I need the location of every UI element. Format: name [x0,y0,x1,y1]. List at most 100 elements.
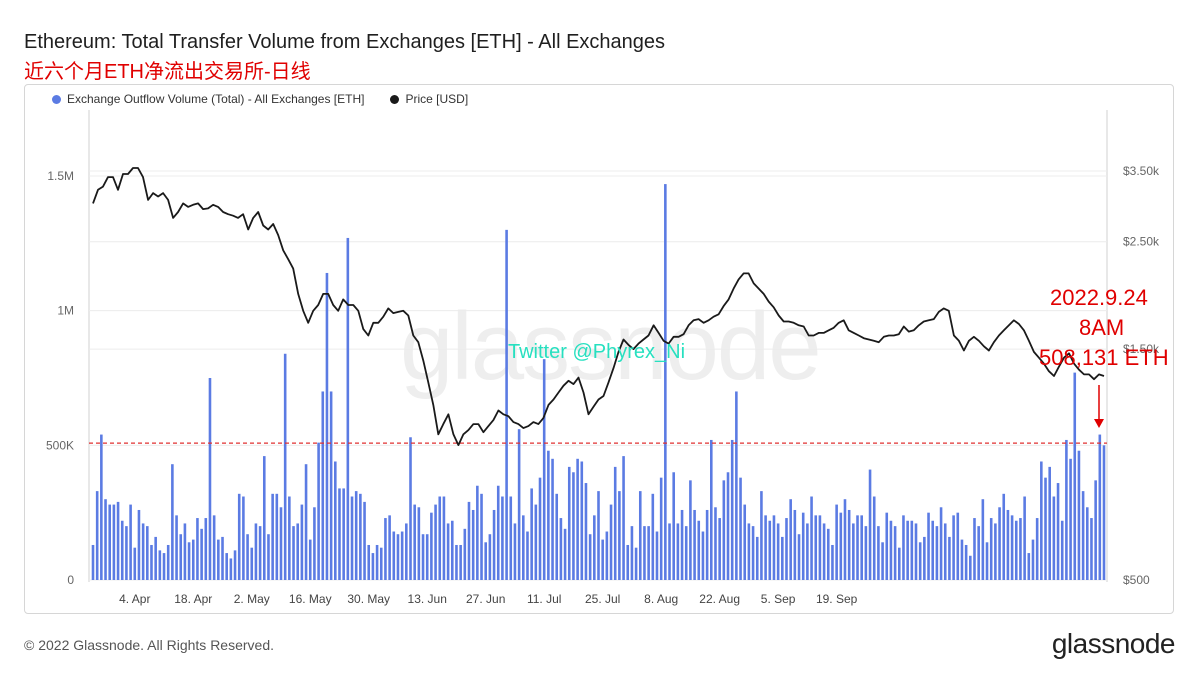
outflow-bar [300,504,304,580]
outflow-bar [889,520,893,580]
outflow-bar [242,496,245,580]
outflow-bar [421,534,425,580]
outflow-bar [522,515,525,580]
outflow-bar [651,493,655,580]
outflow-bar [187,542,191,580]
outflow-bar [843,499,847,580]
outflow-bar [789,499,792,580]
outflow-bar [141,523,145,580]
outflow-bar [613,466,617,580]
x-tick-label: 22. Aug [699,592,740,606]
outflow-bar [363,501,366,580]
outflow-bar [643,526,646,580]
outflow-bar [296,523,300,580]
outflow-bar [379,547,383,580]
outflow-bar [116,501,120,580]
outflow-bar [1023,496,1026,580]
outflow-bar [225,553,228,580]
outflow-bar [171,464,174,580]
outflow-bar [200,528,203,580]
outflow-bar [120,520,124,580]
glassnode-logo[interactable]: glassnode [1051,628,1176,659]
outflow-bar [133,547,137,580]
outflow-bar [588,534,592,580]
outflow-bar [538,477,542,580]
x-tick-label: 27. Jun [466,592,505,606]
outflow-bar [684,526,688,580]
outflow-bar [547,450,550,580]
x-tick-label: 18. Apr [174,592,212,606]
outflow-bar [755,536,759,580]
y-right-tick-label: $1.50k [1123,342,1160,356]
outflow-bar [371,553,375,580]
outflow-bar [877,526,880,580]
outflow-bar [785,518,788,580]
outflow-bar [350,496,354,580]
y-right-tick-label: $500 [1123,573,1150,587]
outflow-bar [308,539,312,580]
outflow-bar [334,461,337,580]
outflow-bar [125,526,128,580]
outflow-bar [100,434,103,580]
outflow-bar [492,509,496,580]
outflow-bar [1035,518,1039,580]
outflow-bar [818,515,822,580]
outflow-bar [989,518,993,580]
outflow-bar [166,544,170,580]
outflow-bar [743,504,747,580]
outflow-bar [584,483,588,580]
legend-item-outflow[interactable]: Exchange Outflow Volume (Total) - All Ex… [52,92,364,106]
outflow-bar [1014,520,1018,580]
y-left-tick-label: 1M [57,304,74,318]
outflow-bar [776,523,780,580]
outflow-bar [1094,480,1097,580]
outflow-bar [885,512,889,580]
outflow-bar [948,536,951,580]
outflow-bar [417,507,421,580]
outflow-bar [864,526,868,580]
outflow-bar [626,544,630,580]
outflow-bar [279,507,283,580]
outflow-bar [1102,445,1106,580]
outflow-bar [217,539,220,580]
outflow-bar [283,353,287,580]
outflow-bar [137,509,141,580]
outflow-bar [935,526,939,580]
reference-line-group [89,385,1107,444]
y-left-tick-label: 0 [67,573,74,587]
outflow-bar [910,520,914,580]
outflow-bar [1006,509,1010,580]
outflow-bar [267,534,270,580]
outflow-bar [1098,434,1102,580]
outflow-bar [760,491,763,580]
legend-item-price[interactable]: Price [USD] [390,92,468,106]
x-tick-label: 4. Apr [119,592,150,606]
outflow-bar [112,504,116,580]
outflow-bar [517,429,521,580]
outflow-bar [689,480,692,580]
outflow-bar [375,544,379,580]
outflow-bar [609,504,613,580]
outflow-bar [559,518,563,580]
outflow-bar [250,547,254,580]
outflow-bar [233,550,237,580]
annotation-arrow-head [1094,419,1104,428]
outflow-bar [271,493,274,580]
outflow-bar [622,456,625,580]
outflow-bar [496,485,500,580]
outflow-bar [1027,553,1031,580]
outflow-bar [1090,518,1093,580]
outflow-bar [208,378,212,580]
outflow-bar [129,504,132,580]
outflow-bar [897,547,901,580]
outflow-bar [551,458,554,580]
x-tick-label: 13. Jun [408,592,447,606]
outflow-bar [204,518,208,580]
outflow-bar [480,493,483,580]
outflow-bar [229,558,233,580]
outflow-bar [956,512,960,580]
x-tick-label: 19. Sep [816,592,858,606]
outflow-bar [175,515,178,580]
x-tick-label: 25. Jul [585,592,620,606]
outflow-bar [1048,466,1051,580]
